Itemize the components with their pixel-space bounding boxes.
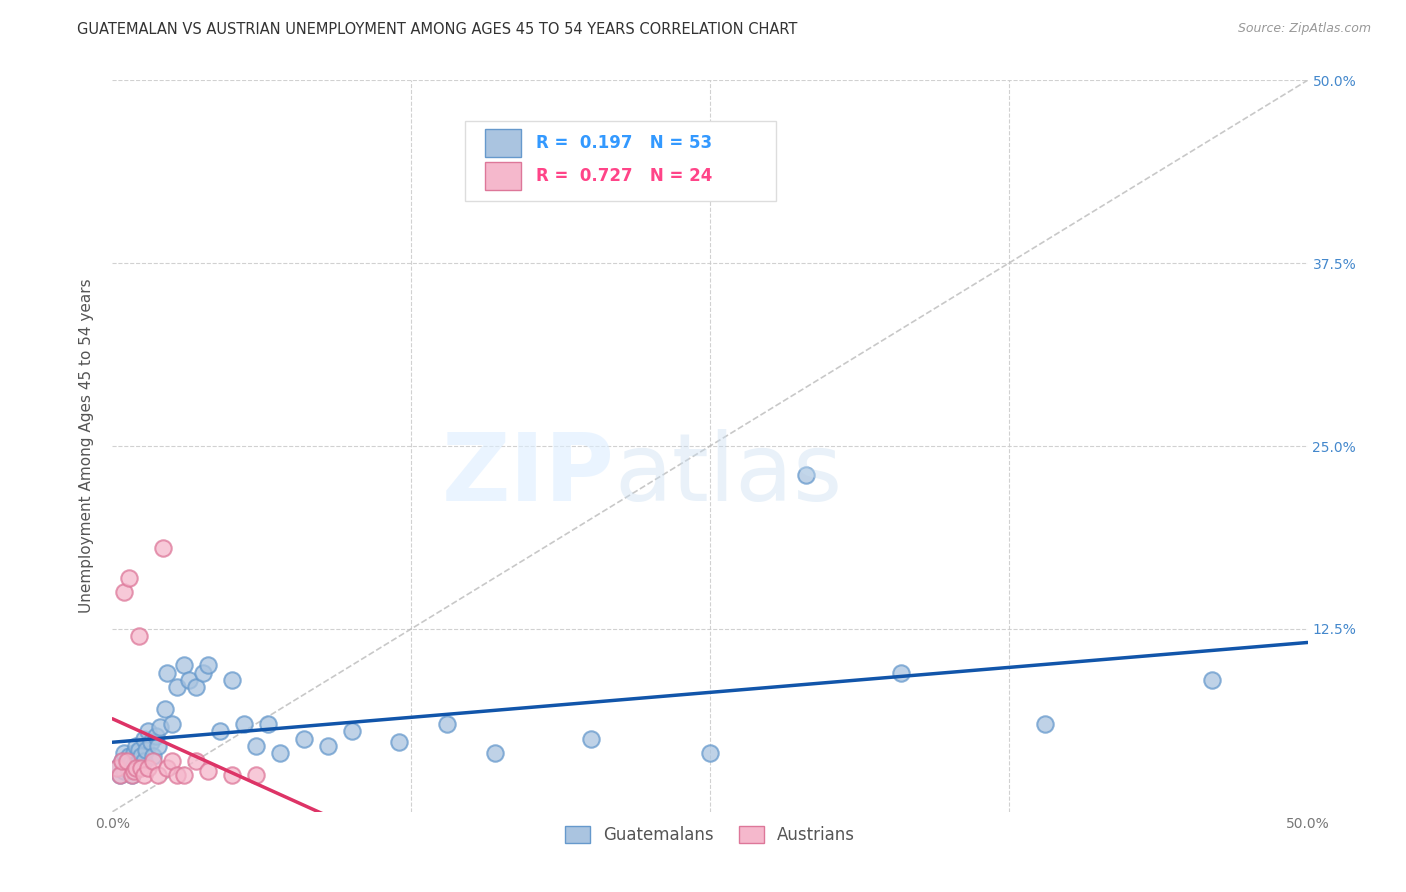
Point — [890, 665, 912, 680]
Point — [105, 761, 128, 775]
Point — [436, 717, 458, 731]
Text: R =  0.727   N = 24: R = 0.727 N = 24 — [536, 167, 711, 186]
Point — [125, 761, 148, 775]
Point — [122, 764, 145, 778]
Point — [142, 749, 165, 764]
Point — [149, 720, 172, 734]
Point — [156, 761, 179, 775]
Point — [152, 541, 174, 556]
Point — [138, 724, 160, 739]
Point — [245, 739, 267, 753]
Point — [156, 665, 179, 680]
Point — [105, 761, 128, 775]
Point — [340, 724, 363, 739]
Point — [128, 754, 150, 768]
Point — [177, 673, 200, 687]
Point — [794, 468, 817, 483]
Point — [128, 743, 150, 757]
Point — [145, 729, 167, 743]
Point — [139, 734, 162, 748]
Point — [162, 717, 183, 731]
Point — [186, 754, 208, 768]
Point — [197, 658, 219, 673]
Point — [115, 758, 138, 772]
FancyBboxPatch shape — [465, 120, 776, 201]
Point — [122, 758, 145, 772]
Point — [118, 571, 141, 585]
Point — [484, 746, 506, 760]
Point — [118, 764, 141, 778]
Point — [162, 754, 183, 768]
Point — [108, 768, 131, 782]
Point — [316, 739, 339, 753]
Point — [173, 768, 195, 782]
Point — [121, 768, 143, 782]
Point — [388, 734, 411, 748]
Point — [142, 754, 165, 768]
Point — [138, 761, 160, 775]
Y-axis label: Unemployment Among Ages 45 to 54 years: Unemployment Among Ages 45 to 54 years — [79, 278, 94, 614]
Point — [209, 724, 232, 739]
Text: ZIP: ZIP — [441, 429, 614, 521]
Point — [292, 731, 315, 746]
Point — [1033, 717, 1056, 731]
Point — [132, 754, 155, 768]
Legend: Guatemalans, Austrians: Guatemalans, Austrians — [558, 820, 862, 851]
Point — [125, 739, 148, 753]
Point — [166, 681, 188, 695]
Text: atlas: atlas — [614, 429, 842, 521]
Point — [269, 746, 291, 760]
Text: GUATEMALAN VS AUSTRIAN UNEMPLOYMENT AMONG AGES 45 TO 54 YEARS CORRELATION CHART: GUATEMALAN VS AUSTRIAN UNEMPLOYMENT AMON… — [77, 22, 797, 37]
Point — [699, 746, 721, 760]
Text: R =  0.197   N = 53: R = 0.197 N = 53 — [536, 134, 711, 153]
Point — [1201, 673, 1223, 687]
Point — [579, 731, 602, 746]
Point — [186, 681, 208, 695]
Point — [221, 768, 243, 782]
Point — [173, 658, 195, 673]
Point — [114, 764, 135, 778]
Point — [122, 746, 145, 760]
Point — [221, 673, 243, 687]
Point — [121, 754, 143, 768]
Point — [115, 754, 138, 768]
Point — [193, 665, 215, 680]
Point — [233, 717, 256, 731]
Point — [114, 746, 135, 760]
Point — [111, 754, 134, 768]
Point — [135, 743, 157, 757]
FancyBboxPatch shape — [485, 129, 522, 157]
Point — [153, 702, 176, 716]
FancyBboxPatch shape — [485, 162, 522, 190]
Point — [108, 768, 131, 782]
Point — [197, 764, 219, 778]
Point — [111, 754, 134, 768]
Point — [129, 749, 152, 764]
Point — [132, 768, 155, 782]
Point — [118, 749, 141, 764]
Text: Source: ZipAtlas.com: Source: ZipAtlas.com — [1237, 22, 1371, 36]
Point — [166, 768, 188, 782]
Point — [146, 739, 169, 753]
Point — [146, 768, 169, 782]
Point — [121, 768, 143, 782]
Point — [129, 761, 152, 775]
Point — [125, 761, 148, 775]
Point — [114, 585, 135, 599]
Point — [245, 768, 267, 782]
Point — [128, 629, 150, 643]
Point — [257, 717, 280, 731]
Point — [132, 731, 155, 746]
